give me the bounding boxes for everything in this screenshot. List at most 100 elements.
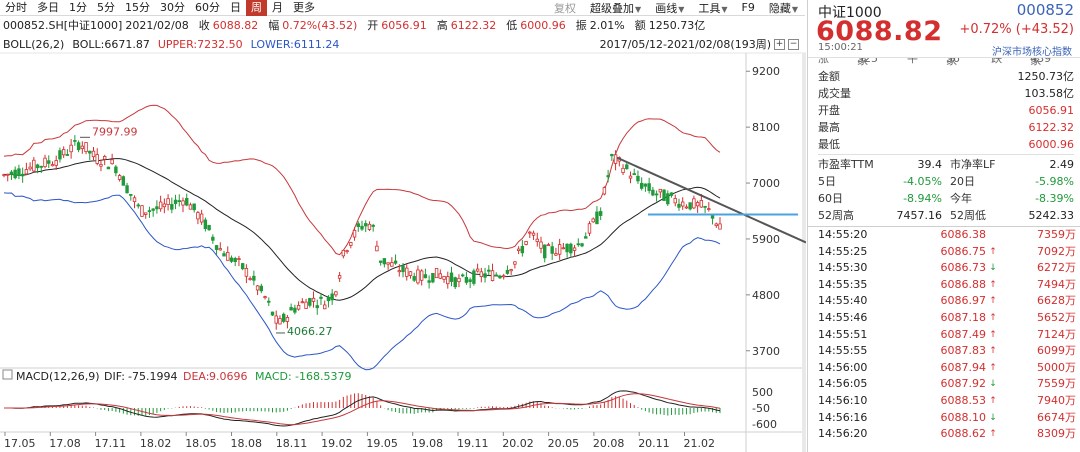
candle-body — [106, 166, 111, 170]
candle-body — [35, 164, 40, 169]
zoom-out-icon[interactable]: − — [788, 38, 799, 50]
candle-body — [360, 225, 364, 230]
stat-value: 2.49 — [1049, 158, 1075, 171]
period-tab-3[interactable]: 5分 — [97, 0, 115, 14]
candle-body — [610, 154, 614, 157]
toolbar-item-3[interactable]: 工具▼ — [691, 0, 734, 16]
stat-cell: 市净率LF 2.49 — [950, 156, 1074, 173]
candle-body — [636, 175, 640, 182]
candle-body — [669, 192, 674, 196]
candle-body — [47, 160, 51, 164]
breadth-row: 涨 525家 平 36家 跌 439家 — [808, 58, 1080, 67]
tick-price: 6086.73 — [940, 261, 987, 275]
tick-list[interactable]: 14:55:20 6086.38 7359万 14:55:25 6086.75 ↑ 7092… — [808, 226, 1080, 443]
candle-body — [378, 260, 383, 263]
stat-label: 市盈率TTM — [818, 158, 874, 171]
arrow-up-icon: ↑ — [989, 329, 997, 340]
candle-body — [326, 296, 331, 302]
macd-tick-label: 500 — [752, 386, 773, 399]
candle-body — [479, 271, 484, 277]
tick-price: 6087.18 — [940, 310, 987, 324]
index-code: 000852 — [1016, 1, 1074, 19]
period-tab-9[interactable]: 月 — [272, 0, 283, 14]
close-label: 收 — [198, 19, 210, 32]
toolbar-item-4[interactable]: F9 — [735, 1, 762, 14]
tick-volume: 6272万 — [1037, 261, 1076, 275]
tick-row: 14:55:46 6087.18 ↑ 5652万 — [808, 310, 1080, 327]
candle-body — [311, 297, 316, 302]
toolbar-item-5[interactable]: 隐藏▼ — [762, 0, 805, 16]
amp-value: 2.01% — [589, 18, 625, 32]
candle-body — [28, 166, 32, 170]
candle-body — [334, 291, 338, 296]
toolbar-item-1[interactable]: 超级叠加▼ — [583, 0, 648, 16]
candle-body — [684, 206, 689, 209]
candle-body — [502, 275, 506, 278]
macd-legend-item: -168.5379 — [295, 370, 351, 383]
stat-value: 1250.73亿 — [1017, 70, 1075, 83]
tick-time: 14:55:40 — [818, 294, 868, 308]
tick-price: 6086.88 — [940, 277, 987, 291]
candle-body — [662, 189, 666, 201]
period-tab-6[interactable]: 60分 — [195, 0, 220, 14]
period-tab-0[interactable]: 分时 — [5, 0, 27, 14]
candle-body — [505, 269, 510, 274]
candle-body — [356, 223, 360, 228]
tick-price: 6088.62 — [940, 427, 987, 441]
candle-body — [285, 317, 290, 322]
candle-body — [32, 159, 36, 172]
candle-body — [73, 140, 77, 142]
period-tab-10[interactable]: 更多 — [293, 0, 315, 14]
boll-mid-line — [3, 158, 721, 301]
tick-time: 14:56:00 — [818, 360, 868, 374]
candle-body — [259, 285, 264, 292]
tick-row: 14:56:16 6088.10 ↓ 6674万 — [808, 410, 1080, 427]
candle-body — [80, 145, 85, 149]
candle-body — [229, 257, 234, 262]
quote-panel: 中证1000 000852 6088.82 +0.72% (+43.52) 15… — [807, 0, 1080, 452]
tick-time: 14:55:25 — [818, 244, 868, 258]
period-tab-7[interactable]: 日 — [230, 0, 241, 14]
quote-info-row: 000852.SH[中证1000] 2021/02/08 收 6088.82 幅… — [0, 17, 805, 33]
candle-body — [330, 293, 334, 301]
candle-body — [565, 243, 569, 253]
stat-pair-row: 60日 -8.94% 今年 -8.39% — [818, 190, 1074, 207]
tick-volume: 7494万 — [1037, 277, 1076, 291]
candle-body — [136, 204, 140, 207]
candle-body — [140, 205, 144, 217]
kline-chart[interactable]: 9200 8100 7000 5900 4800 3700 17.05 17.08 17.11 1… — [0, 0, 806, 452]
x-tick-label: 20.05 — [548, 437, 580, 450]
stat-label: 成交量 — [818, 87, 851, 100]
stat-cell: 52周低 5242.33 — [950, 207, 1074, 224]
x-tick-label: 20.11 — [638, 437, 670, 450]
candle-body — [199, 213, 204, 223]
breadth-cell: 跌 — [991, 58, 1003, 65]
period-tab-4[interactable]: 15分 — [125, 0, 150, 14]
candle-body — [520, 245, 525, 254]
candle-body — [341, 249, 346, 257]
candle-body — [43, 157, 47, 168]
market-index-link[interactable]: 沪深市场核心指数 — [992, 47, 1072, 58]
toolbar-item-0[interactable]: 复权 — [547, 0, 583, 16]
boll-name[interactable]: BOLL(26,2) — [3, 37, 65, 51]
candle-body — [58, 150, 62, 160]
toolbar-item-2[interactable]: 画线▼ — [648, 0, 691, 16]
arrow-up-icon: ↑ — [989, 246, 997, 257]
period-tab-5[interactable]: 30分 — [160, 0, 185, 14]
zoom-in-icon[interactable]: + — [774, 38, 785, 50]
period-tab-2[interactable]: 1分 — [69, 0, 87, 14]
candle-body — [405, 267, 409, 277]
candle-body — [460, 274, 465, 277]
x-tick-label: 18.02 — [140, 437, 172, 450]
candle-body — [114, 166, 118, 174]
period-tab-1[interactable]: 多日 — [37, 0, 59, 14]
stat-label: 最低 — [818, 138, 840, 151]
breadth-cell: 36家 — [945, 58, 960, 67]
candle-body — [401, 265, 405, 273]
candle-body — [155, 206, 159, 210]
stat-value: 39.4 — [917, 158, 943, 171]
period-tab-8[interactable]: 周 — [246, 0, 267, 16]
candle-body — [24, 169, 29, 175]
candle-body — [61, 149, 66, 156]
arrow-up-icon: ↑ — [989, 346, 997, 357]
